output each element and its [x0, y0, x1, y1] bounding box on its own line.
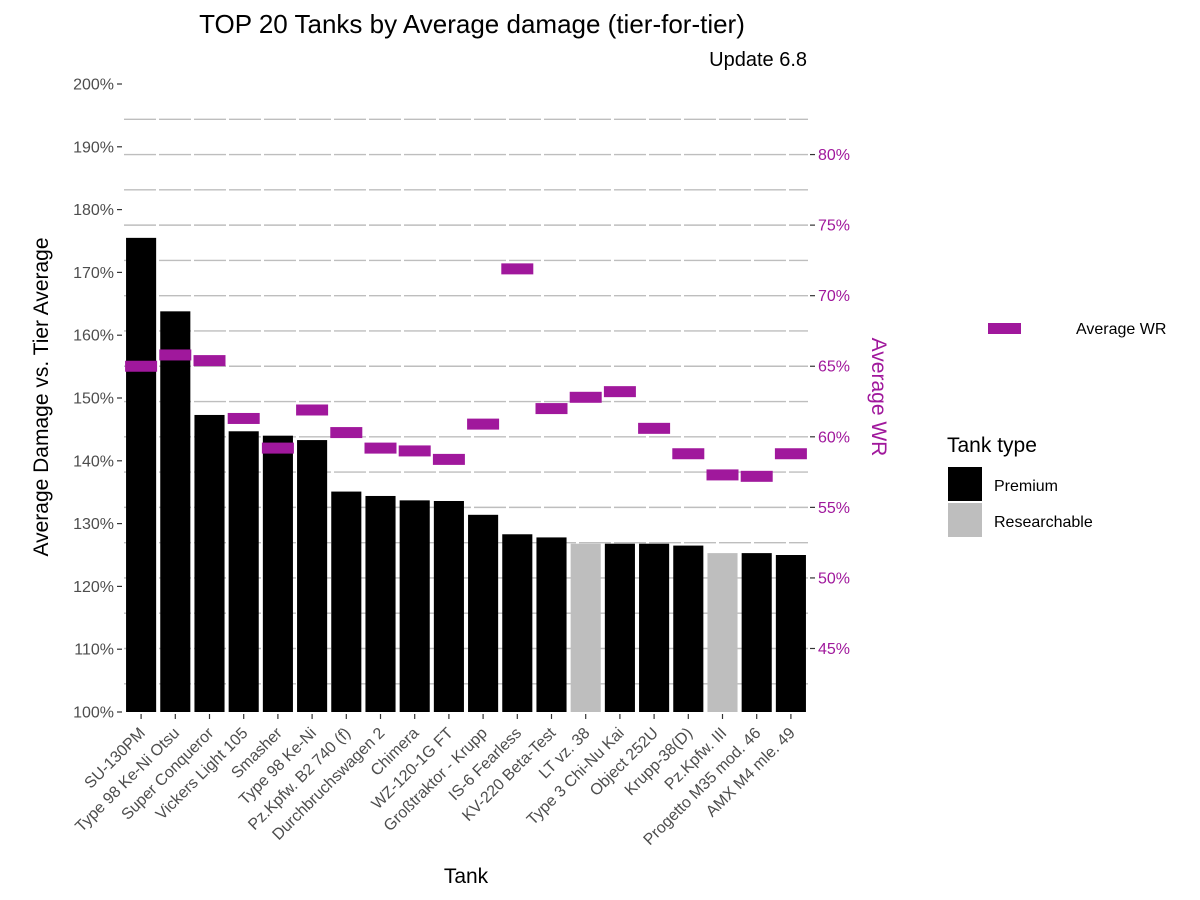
wr-mark — [603, 386, 636, 398]
y-tick-label: 160% — [73, 328, 114, 345]
wr-mark — [569, 391, 602, 403]
legend-wr-key — [988, 323, 1021, 334]
y-axis-left: 100% 110% 120% 130% 140% 150% 160% 170% 180% 190%… — [73, 77, 122, 722]
y2-tick-label: 80% — [818, 147, 850, 164]
wr-mark — [227, 412, 260, 424]
y2-tick-label: 55% — [818, 500, 850, 517]
bar — [228, 431, 259, 712]
bar — [741, 553, 772, 712]
y-tick-label: 140% — [73, 453, 114, 470]
wr-mark — [535, 403, 568, 415]
bar — [365, 495, 396, 712]
chart-title: TOP 20 Tanks by Average damage (tier-for… — [199, 9, 745, 39]
wr-mark — [330, 427, 363, 439]
bars — [126, 237, 806, 713]
y-axis-title: Average Damage vs. Tier Average — [30, 237, 53, 556]
legend-researchable-key — [948, 503, 982, 537]
wr-marks — [125, 263, 807, 482]
wr-mark — [193, 355, 226, 367]
y2-tick-label: 60% — [818, 429, 850, 446]
bar — [536, 537, 567, 712]
y2-tick-label: 45% — [818, 641, 850, 658]
legend-researchable-label: Researchable — [994, 514, 1093, 531]
bar — [570, 543, 601, 712]
bar — [262, 435, 293, 712]
y-axis-right: 45% 50% 55% 60% 65% 70% 75% 80% — [810, 147, 850, 658]
y-tick-label: 170% — [73, 265, 114, 282]
wr-mark — [501, 263, 534, 275]
y-tick-label: 190% — [73, 139, 114, 156]
y2-tick-label: 50% — [818, 570, 850, 587]
bar — [775, 555, 806, 712]
wr-mark — [672, 448, 705, 460]
y2-tick-label: 70% — [818, 288, 850, 305]
bar — [468, 514, 499, 712]
y2-tick-label: 75% — [818, 218, 850, 235]
y-tick-label: 130% — [73, 516, 114, 533]
wr-mark — [467, 418, 500, 430]
wr-mark — [774, 448, 807, 460]
wr-mark — [364, 442, 397, 454]
y-tick-label: 180% — [73, 202, 114, 219]
legend-premium-key — [948, 467, 982, 501]
bar — [502, 534, 533, 712]
legend-premium-label: Premium — [994, 478, 1058, 495]
bar — [160, 311, 191, 712]
grid-lines — [124, 118, 808, 685]
legend-wr-label: Average WR — [1076, 321, 1166, 338]
bar — [297, 440, 328, 712]
bar — [399, 500, 430, 712]
wr-mark — [296, 404, 329, 416]
bar — [639, 543, 670, 712]
y-tick-label: 100% — [73, 705, 114, 722]
y-tick-label: 150% — [73, 391, 114, 408]
bar — [331, 491, 362, 712]
wr-mark — [159, 349, 192, 361]
legend-type-title: Tank type — [947, 434, 1037, 457]
wr-mark — [125, 360, 158, 372]
x-axis-title: Tank — [444, 865, 489, 888]
bar — [433, 500, 464, 712]
y-tick-label: 120% — [73, 579, 114, 596]
bar — [194, 414, 225, 712]
wr-mark — [706, 469, 739, 481]
wr-mark — [261, 442, 294, 454]
y2-tick-label: 65% — [818, 359, 850, 376]
bar — [673, 545, 704, 712]
wr-mark — [398, 445, 431, 457]
y2-axis-title: Average WR — [867, 338, 890, 457]
bar — [707, 553, 738, 712]
wr-mark — [638, 422, 671, 434]
legend: Average WR Tank type Premium Researchabl… — [947, 321, 1166, 537]
bar — [126, 237, 157, 713]
wr-mark — [432, 453, 465, 465]
y-tick-label: 200% — [73, 77, 114, 94]
chart-subtitle: Update 6.8 — [709, 49, 807, 71]
bar — [604, 543, 635, 712]
y-tick-label: 110% — [74, 642, 114, 659]
wr-mark — [740, 470, 773, 482]
